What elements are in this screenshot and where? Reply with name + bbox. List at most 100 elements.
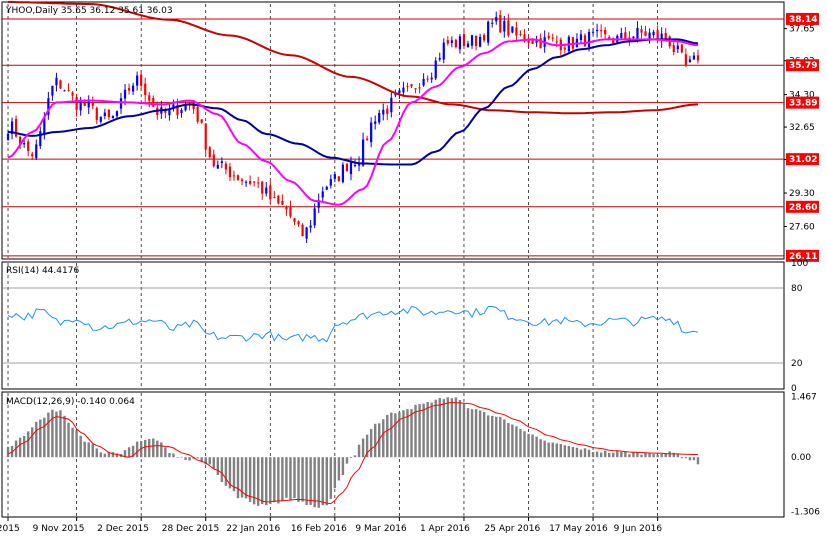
macd-bar-82 — [337, 457, 341, 481]
candle-body-67 — [277, 195, 280, 204]
macd-bar-165 — [672, 452, 675, 458]
macd-bar-81 — [333, 457, 337, 489]
macd-bar-123 — [503, 419, 506, 458]
level-badge-5 — [786, 249, 819, 262]
candle-body-70 — [289, 207, 292, 217]
macd-bar-63 — [261, 457, 264, 505]
level-badge-4 — [786, 200, 819, 213]
candle-body-43 — [180, 109, 183, 114]
candle-body-71 — [293, 218, 296, 222]
macd-bar-93 — [382, 419, 385, 458]
macd-bar-21 — [91, 443, 94, 458]
candle-body-97 — [398, 90, 401, 94]
macd-bar-168 — [684, 457, 688, 459]
macd-bar-68 — [281, 457, 284, 501]
macd-bar-26 — [111, 452, 115, 458]
candle-body-80 — [329, 179, 332, 186]
macd-indicator: 1.467 0.00 -1.306 — [6, 392, 820, 517]
candle-body-168 — [684, 54, 687, 65]
candle-body-72 — [297, 221, 300, 225]
macd-bar-95 — [390, 412, 393, 458]
candle-body-47 — [196, 106, 199, 122]
macd-bar-29 — [123, 450, 127, 458]
candle-body-110 — [450, 40, 453, 43]
candle-body-18 — [79, 101, 82, 111]
macd-bar-132 — [539, 439, 542, 458]
macd-bar-40 — [168, 453, 171, 458]
candle-body-73 — [301, 224, 304, 236]
macd-bar-5 — [26, 431, 30, 458]
macd-bar-154 — [628, 454, 631, 458]
level-badge-label-1: 35.79 — [789, 61, 817, 71]
macd-bar-129 — [527, 433, 530, 458]
macd-bar-12 — [55, 411, 58, 458]
candle-body-69 — [285, 207, 288, 210]
macd-bar-4 — [22, 435, 26, 458]
rsi-panel-frame — [1, 261, 785, 390]
macd-bar-32 — [135, 441, 139, 458]
candle-body-14 — [63, 90, 66, 92]
candle-body-50 — [208, 147, 211, 158]
level-badge-3 — [786, 153, 819, 166]
macd-bar-39 — [164, 447, 167, 458]
candle-body-108 — [442, 42, 445, 60]
macd-signal-line — [7, 401, 698, 505]
rsi-tick-label-0: 100 — [791, 259, 808, 269]
macd-bar-56 — [232, 457, 236, 492]
x-tick-label-5: 16 Feb 2016 — [291, 524, 347, 534]
candlesticks — [6, 10, 700, 244]
candle-body-155 — [632, 36, 635, 38]
candle-body-58 — [240, 179, 244, 182]
macd-bar-86 — [353, 455, 357, 458]
macd-bar-73 — [301, 457, 304, 502]
macd-bar-14 — [63, 415, 66, 458]
macd-bar-34 — [143, 439, 147, 458]
macd-bar-122 — [499, 416, 502, 458]
macd-bar-66 — [273, 457, 276, 503]
macd-bar-77 — [317, 457, 320, 508]
candle-body-46 — [192, 102, 195, 110]
candle-body-6 — [31, 153, 34, 157]
macd-bar-54 — [224, 457, 228, 486]
x-tick-label-0: 16 Oct 2015 — [0, 524, 20, 534]
candle-body-79 — [325, 186, 328, 190]
candle-body-33 — [140, 74, 143, 86]
macd-bar-85 — [349, 457, 353, 459]
macd-bar-35 — [148, 438, 151, 458]
macd-bar-74 — [305, 457, 308, 505]
macd-bar-47 — [196, 457, 199, 459]
macd-bar-152 — [620, 451, 623, 458]
candle-body-114 — [466, 43, 470, 47]
macd-bar-25 — [107, 452, 111, 458]
candle-body-85 — [349, 162, 353, 175]
candle-body-143 — [583, 35, 587, 47]
candle-body-161 — [656, 30, 659, 40]
macd-bar-157 — [640, 454, 643, 458]
candle-body-7 — [35, 144, 38, 159]
candle-body-17 — [75, 97, 78, 110]
candle-body-125 — [511, 26, 514, 33]
candle-body-115 — [470, 35, 474, 46]
time-axis: 16 Oct 2015 9 Nov 2015 2 Dec 2015 28 Dec 20… — [0, 517, 662, 534]
macd-bar-31 — [131, 445, 135, 458]
candle-body-145 — [591, 31, 595, 33]
macd-bar-146 — [595, 451, 599, 458]
macd-bar-89 — [365, 434, 369, 458]
candle-body-36 — [152, 97, 155, 107]
macd-bar-125 — [511, 424, 514, 458]
macd-bar-50 — [208, 457, 211, 465]
candle-body-51 — [212, 154, 215, 167]
candle-body-11 — [51, 85, 54, 96]
macd-bar-15 — [67, 422, 70, 458]
macd-bar-164 — [668, 451, 671, 458]
candle-body-93 — [382, 109, 385, 115]
macd-bar-171 — [696, 457, 700, 465]
macd-bar-162 — [660, 453, 663, 458]
macd-bar-91 — [373, 423, 377, 458]
candle-body-105 — [430, 77, 433, 80]
candle-body-159 — [648, 32, 651, 39]
candle-body-103 — [422, 78, 425, 86]
candle-body-126 — [515, 27, 518, 36]
